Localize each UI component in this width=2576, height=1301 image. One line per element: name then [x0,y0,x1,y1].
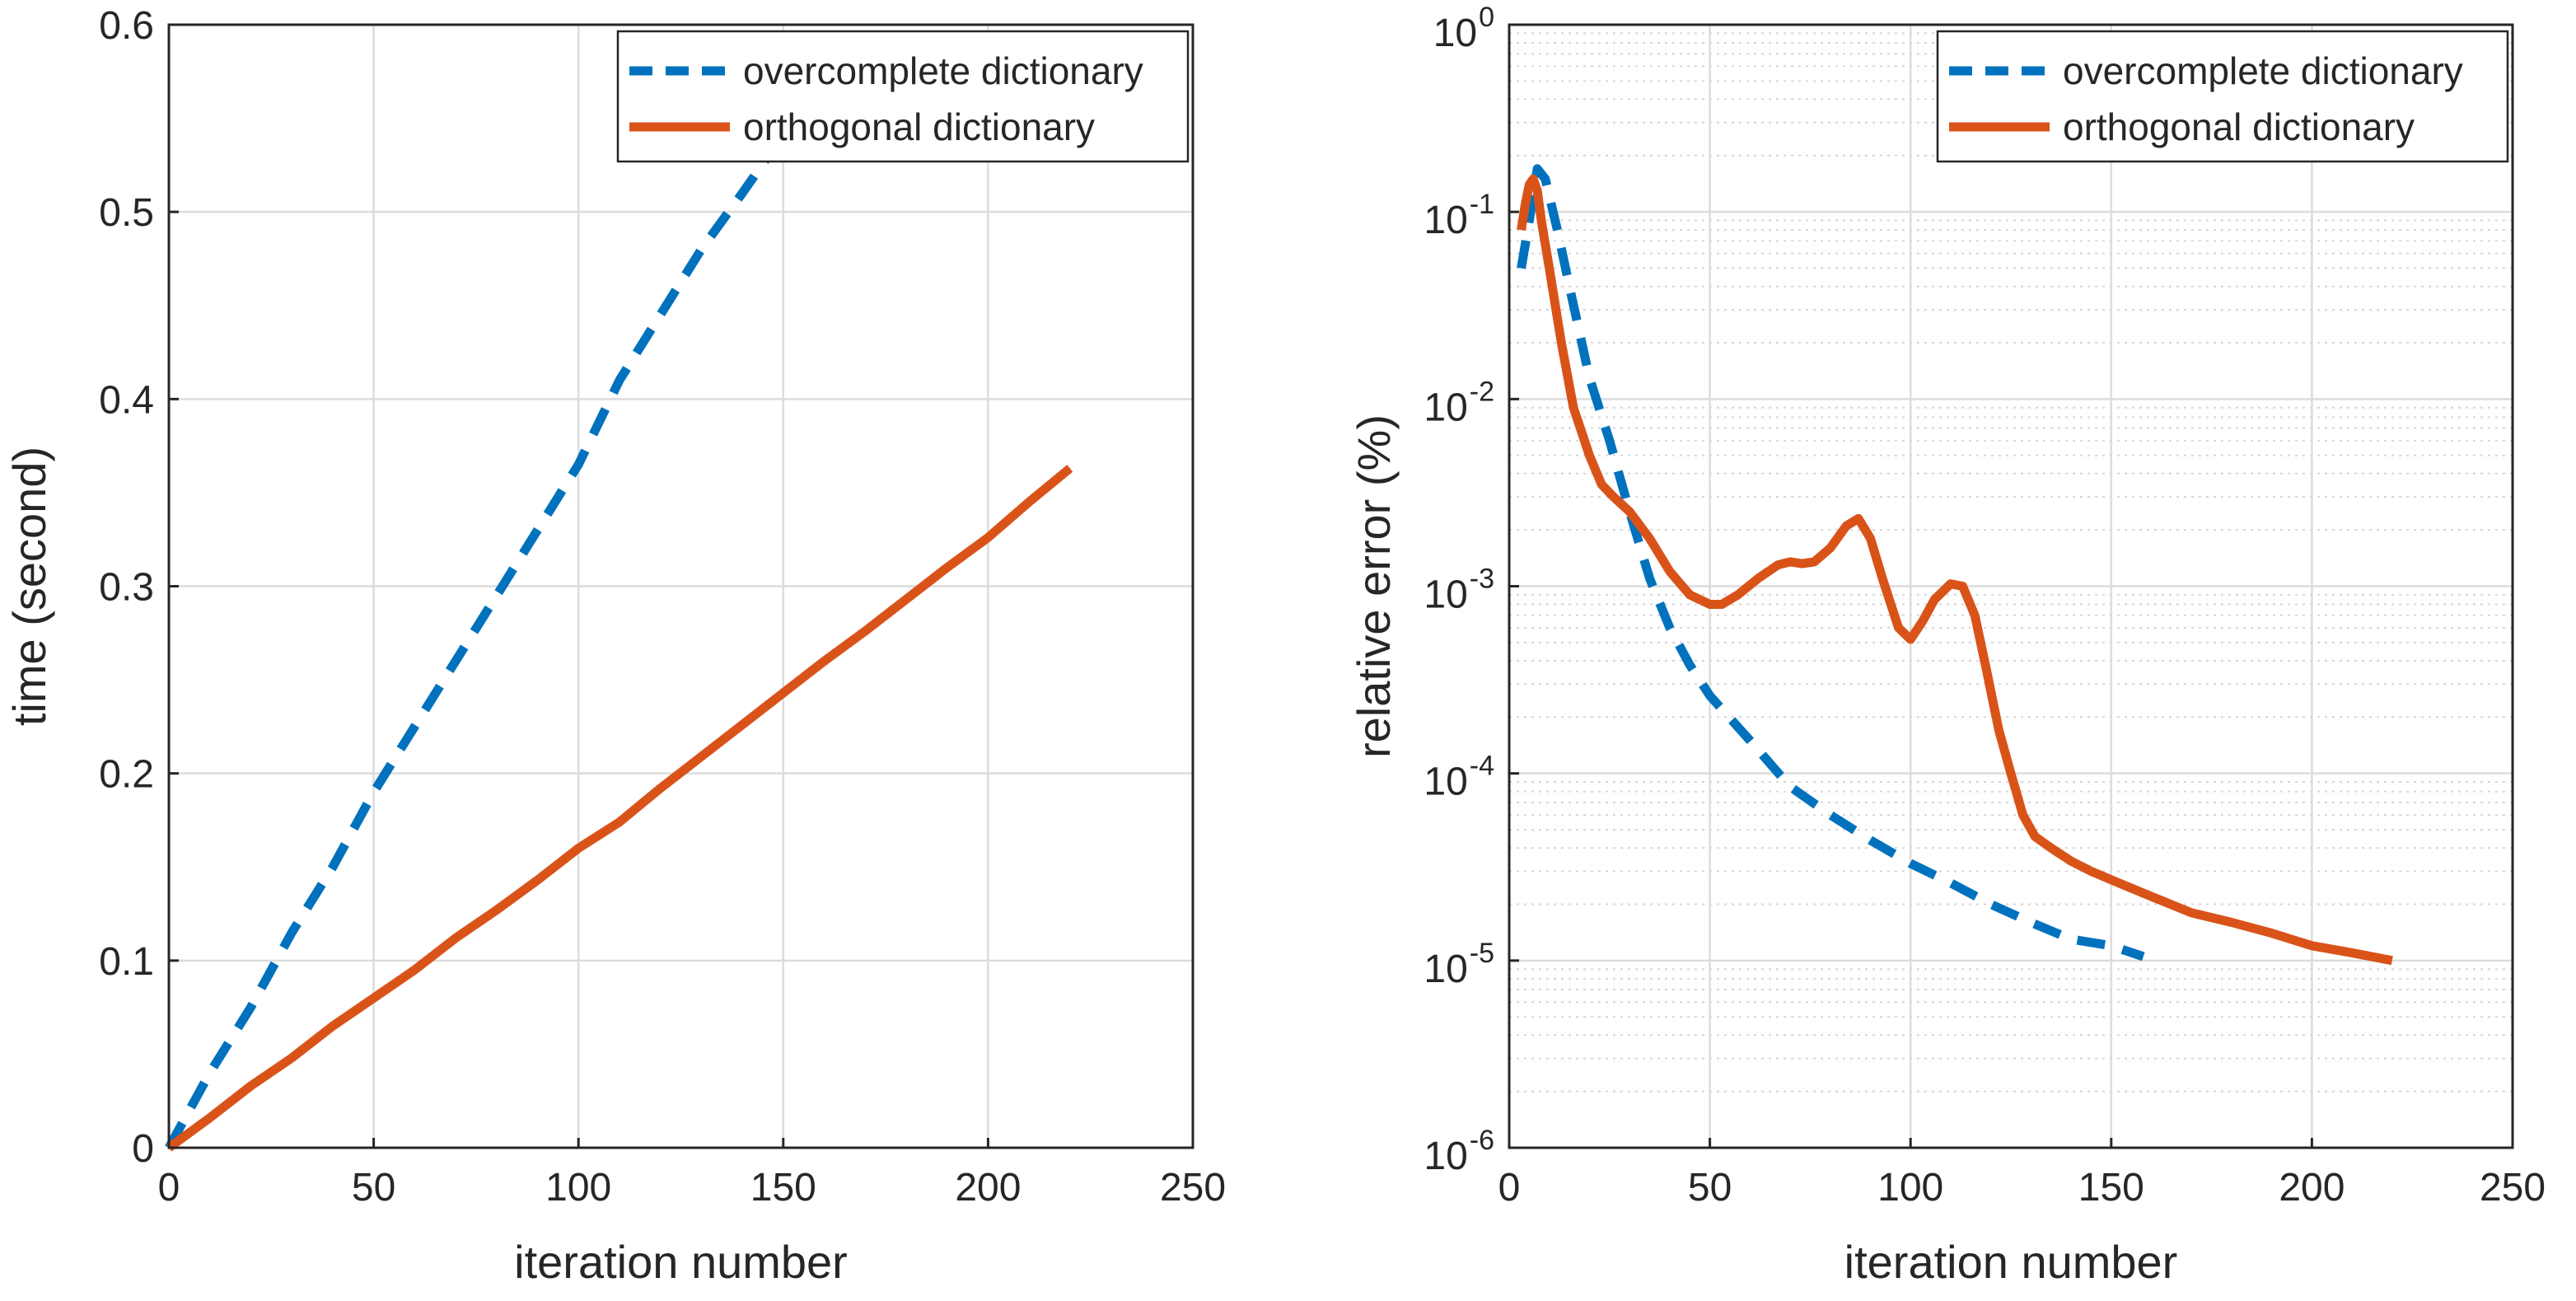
right-ticks: 0 50 100 150 200 250-610-510-410-310-210-1100… [1424,2,2546,1210]
y-tick-base: 10 [1424,573,1467,617]
y-tick-label: 010 [1433,2,1494,55]
y-tick-label: 0.5 [99,191,154,235]
y-tick-label: 0 [132,1127,154,1171]
x-tick-label: 50 [352,1166,395,1210]
y-tick-base: 10 [1424,948,1467,991]
y-tick-base: 10 [1424,1135,1467,1178]
right-x-axis-label: iteration number [1844,1236,2178,1288]
x-tick-label: 150 [2078,1166,2144,1210]
left-series [165,143,1073,1152]
x-tick-label: 250 [1160,1166,1226,1210]
y-tick-label: -210 [1424,376,1494,429]
y-tick-exponent: -3 [1470,564,1494,595]
y-tick-label: 0.4 [99,378,154,422]
y-tick-label: -110 [1424,189,1494,242]
y-tick-exponent: 0 [1479,2,1494,33]
y-tick-label: 0.6 [99,4,154,48]
orthogonal-series-line [1517,174,2393,966]
left-y-axis-label: time (second) [3,447,55,726]
x-tick-label: 0 [1498,1166,1521,1210]
left-x-axis-label: iteration number [514,1236,848,1288]
x-tick-label: 200 [2279,1166,2345,1210]
right-legend: overcomplete dictionary orthogonal dicti… [1936,30,2509,163]
y-tick-label: 0.2 [99,753,154,797]
right-legend-box [1936,30,2509,163]
y-tick-label: -410 [1424,751,1494,804]
x-tick-label: 200 [955,1166,1021,1210]
y-tick-exponent: -4 [1470,751,1494,782]
left-legend-box [616,30,1190,163]
y-tick-label: 0.3 [99,566,154,610]
left-legend: overcomplete dictionary orthogonal dicti… [616,30,1190,163]
x-tick-label: 0 [158,1166,180,1210]
x-tick-label: 250 [2480,1166,2546,1210]
left-legend-label-orthogonal: orthogonal dictionary [743,105,1095,148]
left-legend-label-overcomplete: overcomplete dictionary [743,49,1143,92]
y-tick-label: 0.1 [99,940,154,984]
y-tick-exponent: -2 [1470,376,1494,407]
right-y-axis-label: relative error (%) [1348,414,1400,758]
y-tick-base: 10 [1424,199,1467,242]
y-tick-exponent: -1 [1470,189,1494,220]
x-tick-label: 100 [1877,1166,1943,1210]
y-tick-base: 10 [1424,386,1467,429]
x-tick-label: 150 [750,1166,816,1210]
y-tick-exponent: -6 [1470,1125,1494,1156]
y-tick-base: 10 [1424,760,1467,804]
x-tick-label: 100 [545,1166,611,1210]
left-ticks: 0 50 100 150 200 250 0 0.1 0.2 0.3 0.4 0.5 0.6 [99,4,1226,1210]
overcomplete-series-line [1517,164,2145,962]
y-tick-label: -610 [1424,1125,1494,1178]
y-tick-label: -510 [1424,938,1494,991]
y-tick-label: -310 [1424,564,1494,617]
right-series [1517,164,2393,966]
y-tick-exponent: -5 [1470,938,1494,969]
overcomplete-series-line [165,143,779,1150]
error-chart: 0 50 100 150 200 250-610-510-410-310-210-1100… [1348,2,2546,1288]
x-tick-label: 50 [1688,1166,1732,1210]
right-legend-label-orthogonal: orthogonal dictionary [2063,105,2415,148]
y-tick-base: 10 [1433,12,1477,55]
time-chart: 0 50 100 150 200 250 0 0.1 0.2 0.3 0.4 0.5 0.6 itera… [3,4,1226,1288]
orthogonal-series-line [166,465,1073,1152]
right-legend-label-overcomplete: overcomplete dictionary [2063,49,2463,92]
